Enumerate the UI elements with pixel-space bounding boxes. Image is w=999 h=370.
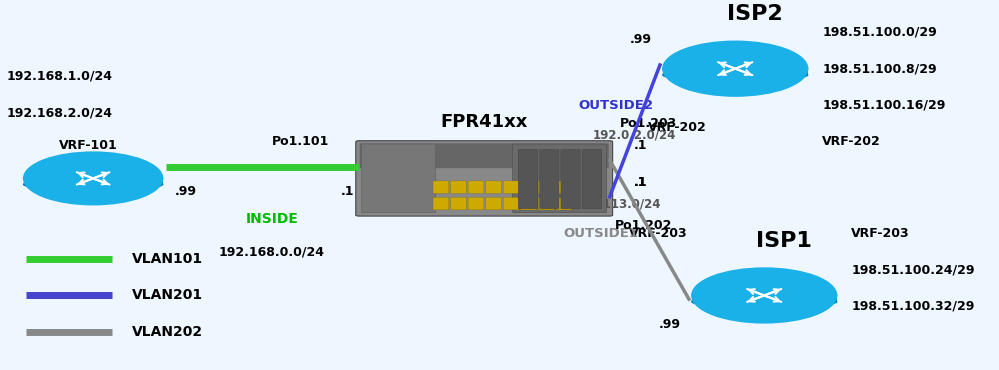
FancyBboxPatch shape xyxy=(451,181,467,194)
Text: VLAN202: VLAN202 xyxy=(132,325,203,339)
Text: 198.51.100.16/29: 198.51.100.16/29 xyxy=(822,99,945,112)
Text: INSIDE: INSIDE xyxy=(246,212,299,226)
FancyBboxPatch shape xyxy=(582,149,601,209)
Ellipse shape xyxy=(692,288,836,303)
FancyBboxPatch shape xyxy=(469,198,484,210)
Text: .99: .99 xyxy=(629,33,651,46)
Text: .1: .1 xyxy=(634,176,647,189)
FancyBboxPatch shape xyxy=(518,149,537,209)
Text: .1: .1 xyxy=(341,185,354,198)
Text: VLAN201: VLAN201 xyxy=(132,289,203,302)
FancyBboxPatch shape xyxy=(512,144,606,213)
Text: 192.168.2.0/24: 192.168.2.0/24 xyxy=(6,106,112,119)
Text: 198.51.100.24/29: 198.51.100.24/29 xyxy=(851,263,975,276)
Text: FPR41xx: FPR41xx xyxy=(441,113,527,131)
Text: 198.51.100.32/29: 198.51.100.32/29 xyxy=(851,300,974,313)
FancyBboxPatch shape xyxy=(356,141,612,216)
Text: OUTSIDE1: OUTSIDE1 xyxy=(563,227,638,240)
FancyBboxPatch shape xyxy=(24,178,163,184)
Circle shape xyxy=(24,152,163,205)
Circle shape xyxy=(692,268,836,323)
FancyBboxPatch shape xyxy=(503,198,519,210)
Text: OUTSIDE2: OUTSIDE2 xyxy=(578,99,653,112)
Text: 192.168.1.0/24: 192.168.1.0/24 xyxy=(6,70,112,83)
FancyBboxPatch shape xyxy=(362,144,436,213)
Text: .1: .1 xyxy=(634,139,647,152)
Text: .1: .1 xyxy=(634,176,647,189)
Text: Po1.101: Po1.101 xyxy=(272,135,330,148)
Text: 203.0.113.0/24: 203.0.113.0/24 xyxy=(561,198,660,211)
Ellipse shape xyxy=(24,178,163,190)
Ellipse shape xyxy=(663,61,807,76)
Ellipse shape xyxy=(663,69,807,81)
FancyBboxPatch shape xyxy=(538,181,554,194)
Text: 198.51.100.0/29: 198.51.100.0/29 xyxy=(822,26,937,38)
Text: .99: .99 xyxy=(658,318,680,331)
Text: ISP1: ISP1 xyxy=(755,231,811,250)
Text: ISP2: ISP2 xyxy=(726,4,782,24)
FancyBboxPatch shape xyxy=(538,198,554,210)
FancyBboxPatch shape xyxy=(360,143,608,168)
Text: VLAN101: VLAN101 xyxy=(132,252,203,266)
Text: 198.51.100.8/29: 198.51.100.8/29 xyxy=(822,62,937,75)
FancyBboxPatch shape xyxy=(692,296,836,302)
FancyBboxPatch shape xyxy=(520,198,536,210)
FancyBboxPatch shape xyxy=(451,198,467,210)
FancyBboxPatch shape xyxy=(486,181,501,194)
Text: VRF-101: VRF-101 xyxy=(59,139,118,152)
FancyBboxPatch shape xyxy=(556,198,571,210)
Text: VRF-202: VRF-202 xyxy=(648,121,706,134)
FancyBboxPatch shape xyxy=(469,181,484,194)
Text: Po1.202: Po1.202 xyxy=(614,219,672,232)
FancyBboxPatch shape xyxy=(556,181,571,194)
Text: 192.0.2.0/24: 192.0.2.0/24 xyxy=(593,128,676,141)
FancyBboxPatch shape xyxy=(503,181,519,194)
FancyBboxPatch shape xyxy=(560,149,580,209)
FancyBboxPatch shape xyxy=(520,181,536,194)
Ellipse shape xyxy=(24,171,163,186)
FancyBboxPatch shape xyxy=(433,181,449,194)
Text: VRF-203: VRF-203 xyxy=(851,227,910,240)
FancyBboxPatch shape xyxy=(486,198,501,210)
Text: VRF-203: VRF-203 xyxy=(629,227,687,240)
Text: 192.168.0.0/24: 192.168.0.0/24 xyxy=(219,245,325,258)
Circle shape xyxy=(663,41,807,96)
FancyBboxPatch shape xyxy=(663,69,807,75)
Ellipse shape xyxy=(692,296,836,308)
FancyBboxPatch shape xyxy=(539,149,559,209)
Text: Po1.203: Po1.203 xyxy=(619,117,676,130)
FancyBboxPatch shape xyxy=(433,198,449,210)
Text: .99: .99 xyxy=(175,185,197,198)
Text: VRF-202: VRF-202 xyxy=(822,135,881,148)
